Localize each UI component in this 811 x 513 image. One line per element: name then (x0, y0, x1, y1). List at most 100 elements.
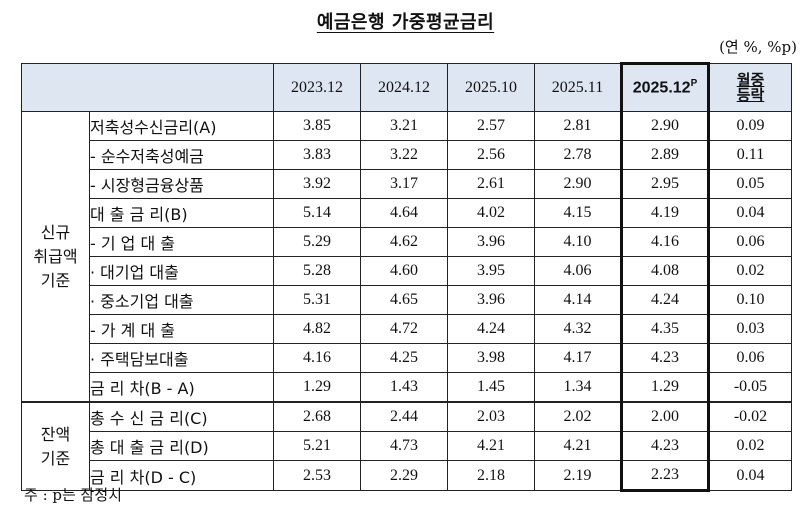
row-label: - 시장형금융상품 (89, 169, 274, 199)
value-cell: 1.34 (534, 372, 622, 403)
value-cell: 3.95 (447, 256, 535, 286)
value-cell: 4.82 (273, 314, 361, 344)
change-cell: 0.10 (708, 285, 792, 315)
value-cell: 2.90 (620, 111, 710, 141)
value-cell: 4.60 (360, 256, 448, 286)
value-cell: 3.85 (273, 111, 361, 141)
value-cell: 3.96 (447, 227, 535, 257)
unit-label: (연 %, %p) (719, 38, 797, 56)
column-header: 2023.12 (273, 63, 361, 112)
table-row: - 시장형금융상품 3.92 3.17 2.61 2.90 2.95 0.05 (22, 169, 792, 199)
value-cell: 3.92 (273, 169, 361, 199)
footnote: 주 : p는 잠정치 (24, 486, 122, 504)
row-label: · 대기업 대출 (89, 256, 274, 286)
value-cell: 5.29 (273, 227, 361, 257)
value-cell: 2.19 (534, 460, 622, 491)
value-cell: 2.29 (360, 460, 448, 491)
table-row: - 가 계 대 출 4.82 4.72 4.24 4.32 4.35 0.03 (22, 314, 792, 344)
value-cell: 3.83 (273, 140, 361, 170)
value-cell: 4.32 (534, 314, 622, 344)
value-cell: 5.21 (273, 431, 361, 461)
change-cell: 0.05 (708, 169, 792, 199)
value-cell: 5.14 (273, 198, 361, 228)
value-cell: 4.24 (620, 285, 710, 315)
interest-rate-table: 2023.12 2024.12 2025.10 2025.11 2025.12P… (21, 62, 792, 492)
value-cell: 1.45 (447, 372, 535, 403)
value-cell: 4.06 (534, 256, 622, 286)
value-cell: 4.72 (360, 314, 448, 344)
row-label: 금 리 차(B - A) (89, 372, 274, 403)
value-cell: 2.89 (620, 140, 710, 170)
row-label: - 가 계 대 출 (89, 314, 274, 344)
change-cell: 0.06 (708, 227, 792, 257)
group-balance: 잔액 기준 (21, 401, 90, 491)
change-cell: 0.02 (708, 256, 792, 286)
value-cell: 2.90 (534, 169, 622, 199)
column-header-current: 2025.12P (620, 62, 710, 112)
table-row: 신규 취급액 기준 저축성수신금리(A) 3.85 3.21 2.57 2.81 2.90 0… (21, 111, 792, 403)
table-row: · 주택담보대출 4.16 4.25 3.98 4.17 4.23 0.06 (22, 343, 792, 373)
table-row: 대 출 금 리(B) 5.14 4.64 4.02 4.15 4.19 0.04 (22, 198, 792, 228)
table-row: - 순수저축성예금 3.83 3.22 2.56 2.78 2.89 0.11 (22, 140, 792, 170)
value-cell: 4.62 (360, 227, 448, 257)
row-label: · 주택담보대출 (89, 343, 274, 373)
row-label: 총 대 출 금 리(D) (89, 431, 274, 461)
value-cell: 5.31 (273, 285, 361, 315)
value-cell: 2.78 (534, 140, 622, 170)
value-cell: 2.81 (534, 111, 622, 141)
table-row: 총 대 출 금 리(D) 5.21 4.73 4.21 4.21 4.23 0.02 (22, 431, 792, 461)
value-cell: 3.21 (360, 111, 448, 141)
value-cell: 3.17 (360, 169, 448, 199)
table-row: 잔액 기준 총 수 신 금 리(C) 2.68 2.44 2.03 2.02 2.00 -0.… (21, 401, 792, 491)
table-row: · 중소기업 대출 5.31 4.65 3.96 4.14 4.24 0.10 (22, 285, 792, 315)
value-cell: 3.96 (447, 285, 535, 315)
row-label: 총 수 신 금 리(C) (89, 401, 274, 432)
value-cell: 1.43 (360, 372, 448, 403)
value-cell: 4.21 (534, 431, 622, 461)
column-header: 2025.11 (534, 63, 622, 112)
row-label: - 기 업 대 출 (89, 227, 274, 257)
value-cell: 2.56 (447, 140, 535, 170)
value-cell: 4.10 (534, 227, 622, 257)
value-cell: 2.57 (447, 111, 535, 141)
value-cell: 2.02 (534, 401, 622, 432)
change-cell: 0.04 (708, 198, 792, 228)
row-label: · 중소기업 대출 (89, 285, 274, 315)
header-corner (21, 63, 274, 112)
value-cell: 4.17 (534, 343, 622, 373)
value-cell: 1.29 (620, 372, 710, 403)
change-header-label: 월중 등락 (736, 70, 765, 104)
column-header-current-label: 2025.12 (632, 79, 691, 97)
value-cell: 4.16 (620, 227, 710, 257)
value-cell: 4.16 (273, 343, 361, 373)
value-cell: 4.23 (620, 343, 710, 373)
table-row: 금 리 차(B - A) 1.29 1.43 1.45 1.34 1.29 -0.05 (22, 372, 792, 403)
value-cell: 4.02 (447, 198, 535, 228)
change-cell: 0.06 (708, 343, 792, 373)
value-cell: 2.53 (273, 460, 361, 491)
table-row: · 대기업 대출 5.28 4.60 3.95 4.06 4.08 0.02 (22, 256, 792, 286)
value-cell: 2.23 (620, 460, 710, 492)
column-header: 2024.12 (360, 63, 448, 112)
value-cell: 4.25 (360, 343, 448, 373)
table-row: 금 리 차(D - C) 2.53 2.29 2.18 2.19 2.23 0.04 (22, 460, 792, 492)
change-cell: -0.05 (708, 372, 792, 403)
value-cell: 4.73 (360, 431, 448, 461)
value-cell: 2.68 (273, 401, 361, 432)
page-title: 예금은행 가중평균금리 (316, 12, 495, 33)
value-cell: 5.28 (273, 256, 361, 286)
value-cell: 4.65 (360, 285, 448, 315)
value-cell: 4.24 (447, 314, 535, 344)
value-cell: 3.98 (447, 343, 535, 373)
value-cell: 4.21 (447, 431, 535, 461)
row-label: 대 출 금 리(B) (89, 198, 274, 228)
value-cell: 4.08 (620, 256, 710, 286)
preliminary-mark: P (690, 78, 698, 90)
row-label: - 순수저축성예금 (89, 140, 274, 170)
row-label: 저축성수신금리(A) (89, 111, 274, 141)
change-cell: 0.11 (708, 140, 792, 170)
value-cell: 2.44 (360, 401, 448, 432)
value-cell: 2.00 (620, 401, 710, 432)
change-cell: -0.02 (708, 401, 792, 432)
change-cell: 0.04 (708, 460, 792, 491)
